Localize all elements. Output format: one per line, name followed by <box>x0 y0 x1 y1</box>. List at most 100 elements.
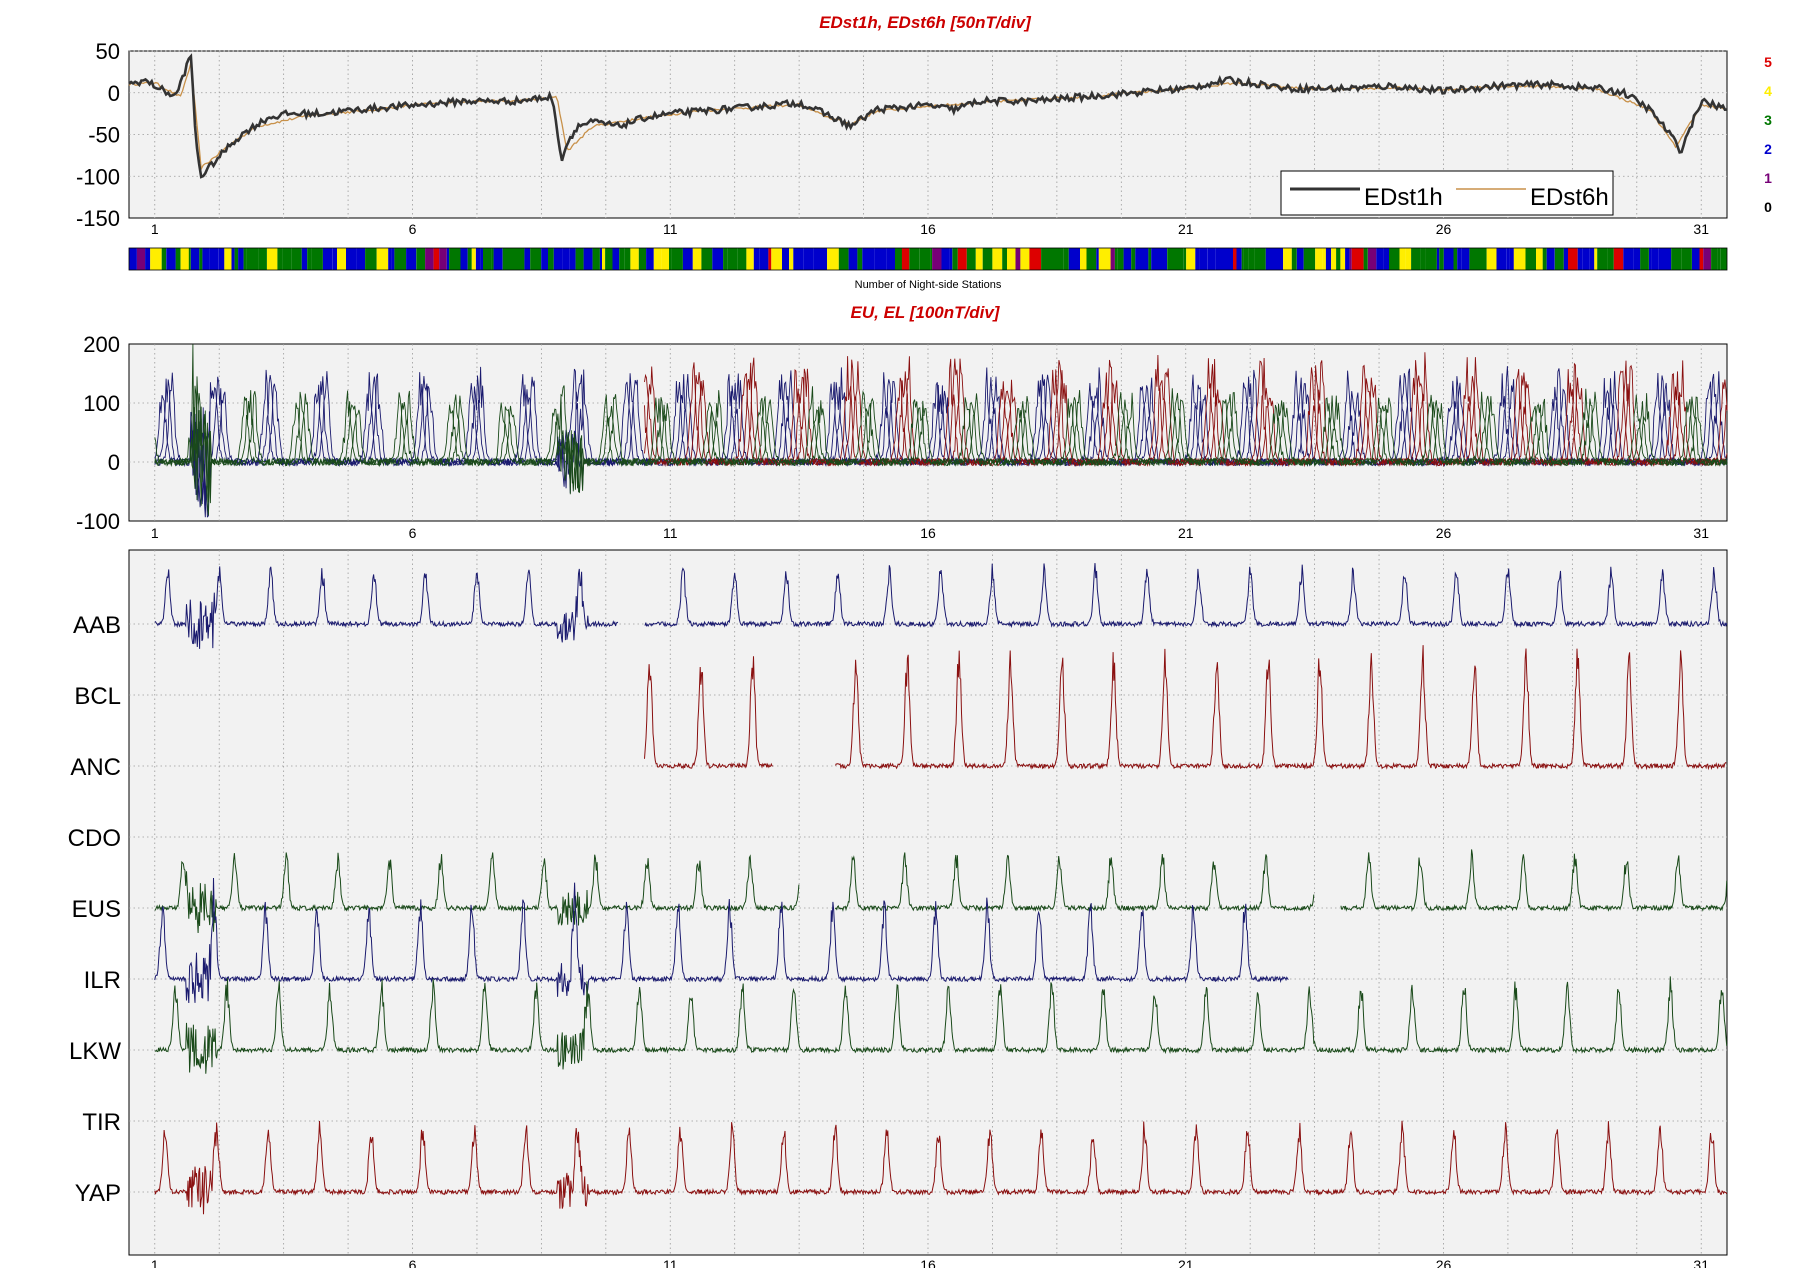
strip-segment <box>1173 248 1184 270</box>
stations-x-ticks: 1 6 11 16 21 26 31 <box>151 1257 1709 1268</box>
strip-segment <box>949 248 953 270</box>
eu-el-y-tick: -100 <box>76 509 120 534</box>
strip-segment <box>1077 248 1080 270</box>
station-label-yap: YAP <box>75 1180 121 1207</box>
strip-segment <box>1142 248 1149 270</box>
strip-segment <box>952 248 958 270</box>
strip-segment <box>1015 248 1021 270</box>
eu-el-series <box>154 344 1728 518</box>
strip-segment <box>1399 248 1406 270</box>
strip-segment <box>291 248 302 270</box>
strip-segment <box>1167 248 1174 270</box>
strip-segment <box>1662 248 1672 270</box>
strip-segment <box>966 248 976 270</box>
strip-segment <box>180 248 189 270</box>
strip-segment <box>1658 248 1663 270</box>
strip-segment <box>793 248 804 270</box>
strip-segment <box>1029 248 1042 270</box>
strip-segment <box>1315 248 1323 270</box>
strip-segment <box>1243 248 1248 270</box>
strip-segment <box>1389 248 1392 270</box>
strip-segment <box>420 248 426 270</box>
strip-segment <box>175 248 181 270</box>
strip-segment <box>1367 248 1377 270</box>
strip-segment <box>737 248 747 270</box>
stations-x-tick: 31 <box>1693 1257 1709 1268</box>
strip-segment <box>1525 248 1536 270</box>
strip-segment <box>605 248 613 270</box>
strip-segment <box>1536 248 1543 270</box>
strip-segment <box>1291 248 1297 270</box>
strip-segment <box>376 248 389 270</box>
strip-segment <box>406 248 415 270</box>
strip-segment <box>1554 248 1564 270</box>
strip-segment <box>1325 248 1332 270</box>
strip-segment <box>1546 248 1555 270</box>
strip-border <box>128 247 1728 271</box>
strip-segment <box>133 248 137 270</box>
strip-segment <box>414 248 417 270</box>
strip-segment <box>161 248 167 270</box>
station-series <box>154 563 1728 1215</box>
strip-segment <box>218 248 225 270</box>
strip-segment <box>1098 248 1111 270</box>
strip-segment <box>1096 248 1099 270</box>
station-trace-lkw <box>154 976 1728 1074</box>
stations-x-tick: 26 <box>1436 1257 1452 1268</box>
strip-segment <box>246 248 259 270</box>
strip-segment <box>234 248 239 270</box>
station-trace-eus <box>154 849 1728 934</box>
strip-segment <box>1703 248 1712 270</box>
strip-segment <box>669 248 672 270</box>
station-label-aab: AAB <box>73 612 121 639</box>
strip-segment <box>433 248 439 270</box>
eu-el-x-tick: 21 <box>1178 525 1194 541</box>
strip-segment <box>1486 248 1497 270</box>
legend-edst1h-label: EDst1h <box>1364 184 1443 211</box>
strip-segment <box>238 248 244 270</box>
strip-segment <box>624 248 631 270</box>
strip-segment <box>982 248 993 270</box>
strip-segment <box>301 248 308 270</box>
strip-segment <box>1392 248 1400 270</box>
strip-segment <box>919 248 931 270</box>
edst-x-tick: 16 <box>920 221 936 237</box>
strip-segment <box>901 248 910 270</box>
stations-x-tick: 16 <box>920 1257 936 1268</box>
strip-segment <box>188 248 191 270</box>
strip-segment <box>1051 248 1064 270</box>
strip-segment <box>692 248 702 270</box>
strip-segment <box>1283 248 1292 270</box>
strip-segment <box>1186 248 1196 270</box>
edst-x-ticks: 1 6 11 16 21 26 31 <box>151 221 1709 237</box>
strip-segment <box>771 248 783 270</box>
edst-panel: 500-50-100-150 1 6 11 16 21 26 31 EDst1h EDst6… <box>76 39 1728 237</box>
strip-segment <box>862 248 874 270</box>
eu-el-y-ticks: 200 100 0 -100 <box>76 332 120 534</box>
strip-segment <box>439 248 447 270</box>
strip-segment <box>941 248 950 270</box>
strip-segment <box>592 248 600 270</box>
strip-segment <box>701 248 713 270</box>
eu-el-x-tick: 11 <box>663 525 678 541</box>
strip-segment <box>190 248 200 270</box>
strip-segment <box>449 248 461 270</box>
station-trace-ilr <box>154 877 1289 1004</box>
strip-segment <box>322 248 333 270</box>
strip-segment <box>1183 248 1187 270</box>
strip-segment <box>957 248 967 270</box>
station-trace-yap <box>154 1120 1728 1215</box>
edst-x-tick: 26 <box>1436 221 1452 237</box>
strip-segment <box>814 248 822 270</box>
strip-segment <box>1296 248 1304 270</box>
strip-segment <box>1656 248 1659 270</box>
strip-segment <box>1123 248 1132 270</box>
strip-segment <box>1322 248 1326 270</box>
strip-segment <box>548 248 554 270</box>
strip-segment <box>895 248 902 270</box>
eu-el-y-tick: 100 <box>83 391 120 416</box>
stations-x-tick: 1 <box>151 1257 159 1268</box>
colorbar-level-1: 1 <box>1764 170 1772 186</box>
strip-segment <box>1148 248 1152 270</box>
